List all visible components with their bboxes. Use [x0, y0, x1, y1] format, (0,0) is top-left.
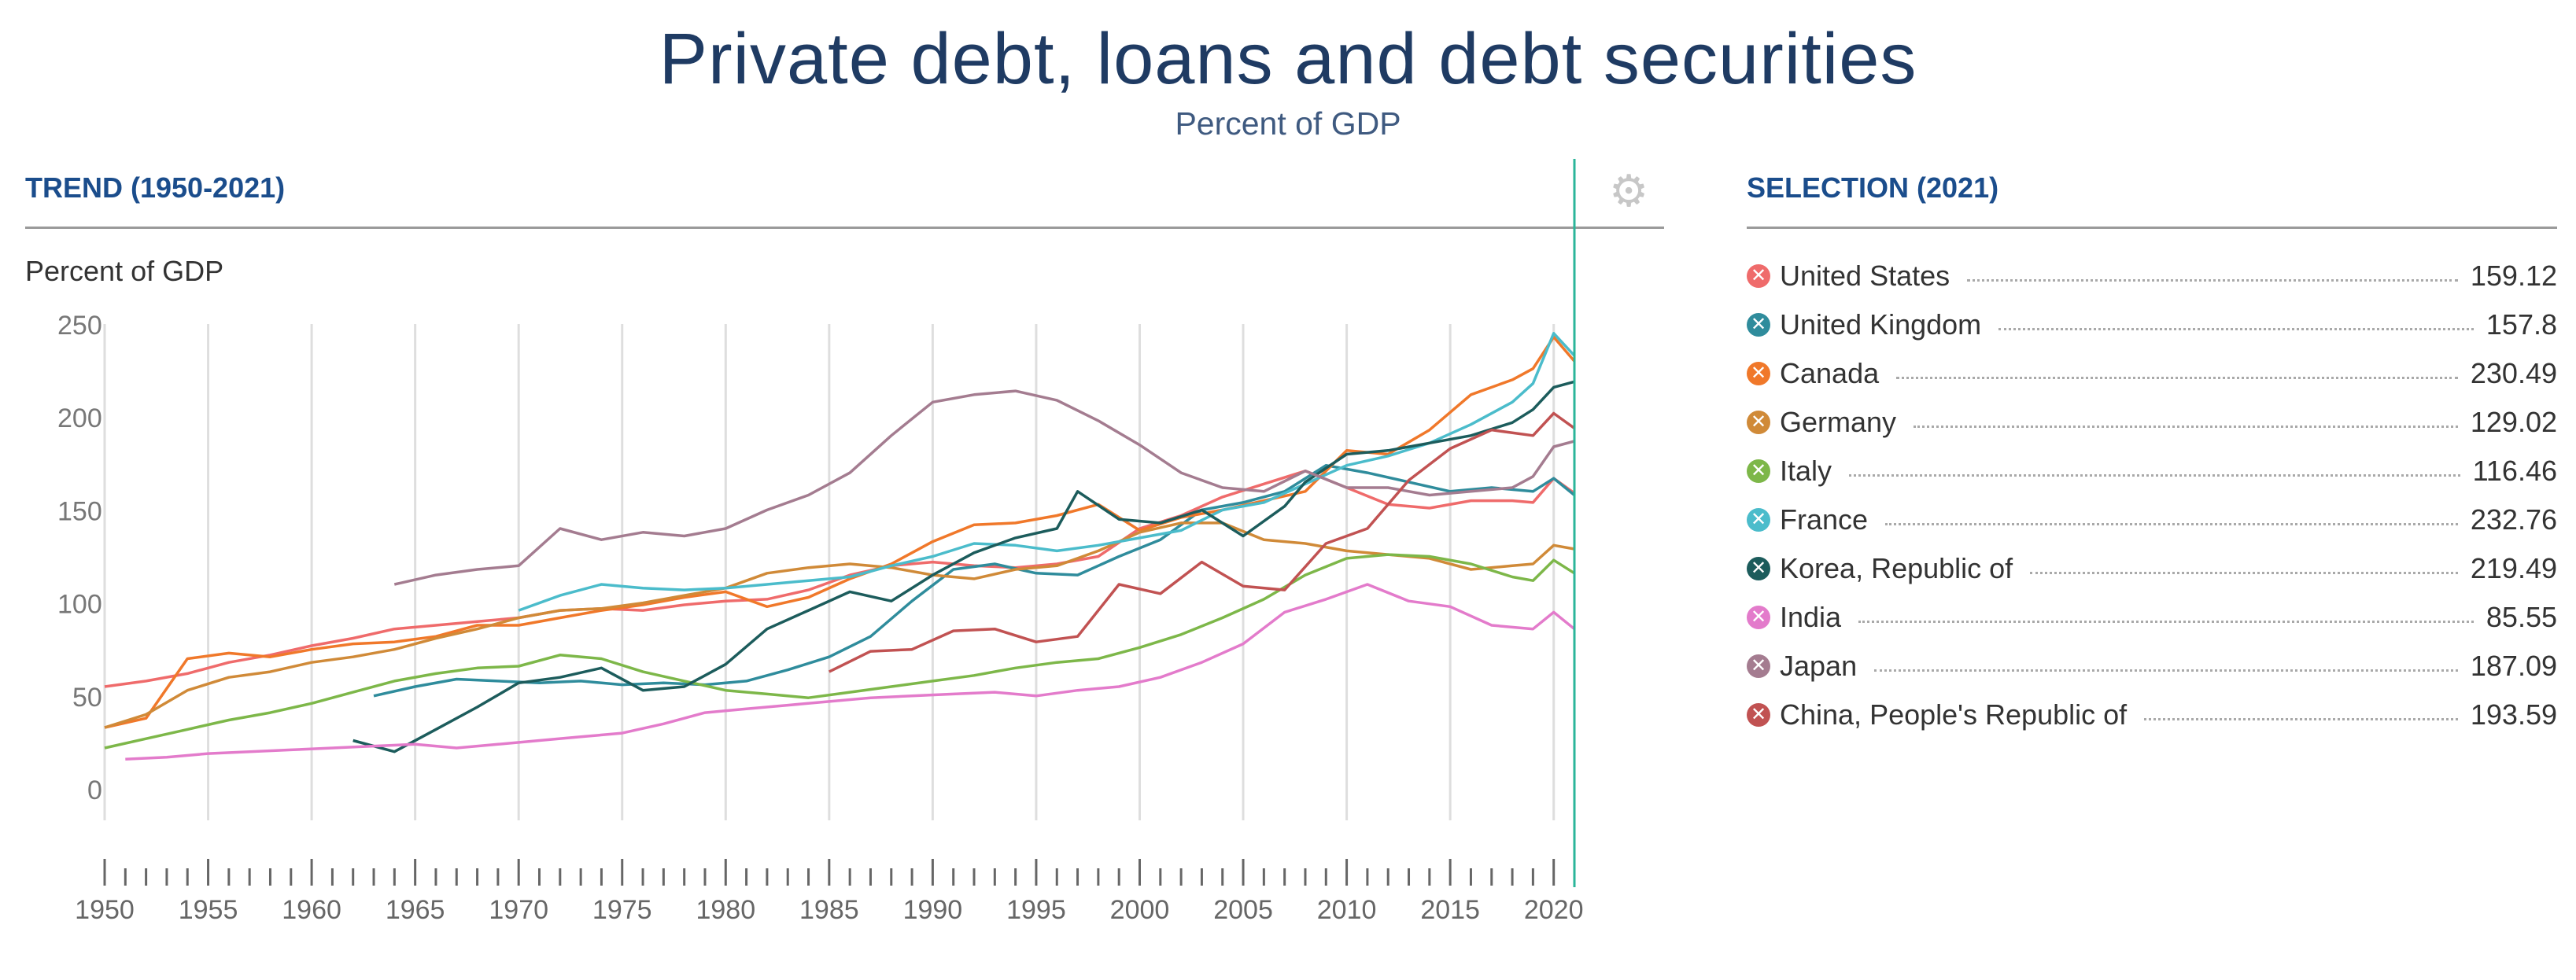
x-tick-label: 2015 — [1420, 895, 1480, 925]
y-tick-label: 150 — [57, 496, 102, 526]
x-tick-label: 2010 — [1317, 895, 1377, 925]
legend-label: France — [1780, 503, 1869, 536]
legend-value: 232.76 — [2470, 503, 2557, 536]
legend-item[interactable]: ✕ Japan 187.09 — [1747, 642, 2557, 691]
legend-label: Italy — [1780, 455, 1832, 487]
remove-series-icon[interactable]: ✕ — [1747, 606, 1770, 629]
remove-series-icon[interactable]: ✕ — [1747, 557, 1770, 580]
remove-series-icon[interactable]: ✕ — [1747, 411, 1770, 434]
legend-value: 219.49 — [2470, 552, 2557, 584]
legend-label: India — [1780, 601, 1842, 633]
series-line[interactable] — [104, 553, 1575, 750]
series-line[interactable] — [518, 332, 1576, 612]
x-tick-label: 1990 — [903, 895, 963, 925]
legend-label: United Kingdom — [1780, 308, 1982, 341]
y-tick-label: 50 — [72, 683, 102, 713]
remove-series-icon[interactable]: ✕ — [1747, 362, 1770, 385]
x-tick-label: 1980 — [696, 895, 755, 925]
legend-item[interactable]: ✕ China, People's Republic of 193.59 — [1747, 691, 2557, 739]
remove-series-icon[interactable]: ✕ — [1747, 264, 1770, 288]
y-tick-label: 250 — [57, 311, 102, 341]
legend-item[interactable]: ✕ France 232.76 — [1747, 496, 2557, 544]
remove-series-icon[interactable]: ✕ — [1747, 459, 1770, 483]
remove-series-icon[interactable]: ✕ — [1747, 313, 1770, 337]
legend-value: 85.55 — [2486, 601, 2557, 633]
y-axis-label: Percent of GDP — [25, 255, 224, 287]
x-tick-label: 2000 — [1110, 895, 1170, 925]
series-line[interactable] — [829, 411, 1576, 673]
legend-leader — [1858, 620, 2474, 623]
legend-label: Germany — [1780, 406, 1897, 438]
series-line[interactable] — [373, 463, 1576, 698]
x-tick-label: 2005 — [1213, 895, 1273, 925]
x-tick-label: 2020 — [1524, 895, 1584, 925]
legend-leader — [1849, 473, 2460, 477]
x-tick-label: 1970 — [489, 895, 548, 925]
legend-leader — [2144, 717, 2458, 720]
selection-heading: SELECTION (2021) — [1747, 171, 1999, 204]
legend-label: Japan — [1780, 650, 1858, 682]
trend-divider — [25, 227, 1664, 229]
legend-leader — [1896, 376, 2458, 379]
legend-leader — [2030, 571, 2458, 574]
legend-label: Canada — [1780, 357, 1880, 389]
legend-item[interactable]: ✕ United States 159.12 — [1747, 252, 2557, 300]
legend-leader — [1885, 522, 2458, 525]
legend-value: 129.02 — [2470, 406, 2557, 438]
page-subtitle: Percent of GDP — [1175, 105, 1401, 142]
legend-leader — [1874, 669, 2458, 672]
remove-series-icon[interactable]: ✕ — [1747, 654, 1770, 678]
gears-icon[interactable]: ⚙ — [1609, 166, 1649, 216]
series-line[interactable] — [352, 380, 1575, 753]
page-title: Private debt, loans and debt securities — [659, 19, 1917, 99]
x-tick-label: 1965 — [386, 895, 445, 925]
legend-item[interactable]: ✕ Italy 116.46 — [1747, 447, 2557, 496]
legend-leader — [1967, 278, 2458, 282]
y-tick-label: 100 — [57, 590, 102, 620]
legend-leader — [1914, 425, 2458, 428]
legend-value: 116.46 — [2472, 455, 2557, 487]
legend-value: 193.59 — [2470, 698, 2557, 731]
y-tick-label: 200 — [57, 403, 102, 433]
legend-value: 187.09 — [2470, 650, 2557, 682]
legend-value: 157.8 — [2486, 308, 2557, 341]
legend-item[interactable]: ✕ India 85.55 — [1747, 593, 2557, 642]
legend-value: 159.12 — [2470, 260, 2557, 292]
x-tick-label: 1995 — [1006, 895, 1066, 925]
x-tick-label: 1975 — [592, 895, 652, 925]
x-tick-label: 1985 — [799, 895, 859, 925]
legend-leader — [1998, 327, 2474, 330]
series-line[interactable] — [393, 389, 1575, 586]
y-tick-label: 0 — [87, 776, 102, 805]
series-line[interactable] — [125, 583, 1576, 761]
legend-label: China, People's Republic of — [1780, 698, 2128, 731]
legend-label: Korea, Republic of — [1780, 552, 2013, 584]
remove-series-icon[interactable]: ✕ — [1747, 508, 1770, 532]
legend-item[interactable]: ✕ Canada 230.49 — [1747, 349, 2557, 398]
legend-item[interactable]: ✕ United Kingdom 157.8 — [1747, 300, 2557, 349]
series-line[interactable] — [104, 521, 1575, 729]
x-tick-label: 1960 — [282, 895, 341, 925]
x-tick-label: 1955 — [179, 895, 238, 925]
legend-label: United States — [1780, 260, 1950, 292]
remove-series-icon[interactable]: ✕ — [1747, 703, 1770, 727]
trend-heading: TREND (1950-2021) — [25, 171, 286, 204]
x-tick-label: 1950 — [75, 895, 135, 925]
legend-value: 230.49 — [2470, 357, 2557, 389]
legend-item[interactable]: ✕ Korea, Republic of 219.49 — [1747, 544, 2557, 593]
legend-item[interactable]: ✕ Germany 129.02 — [1747, 398, 2557, 447]
selection-divider — [1747, 227, 2557, 229]
